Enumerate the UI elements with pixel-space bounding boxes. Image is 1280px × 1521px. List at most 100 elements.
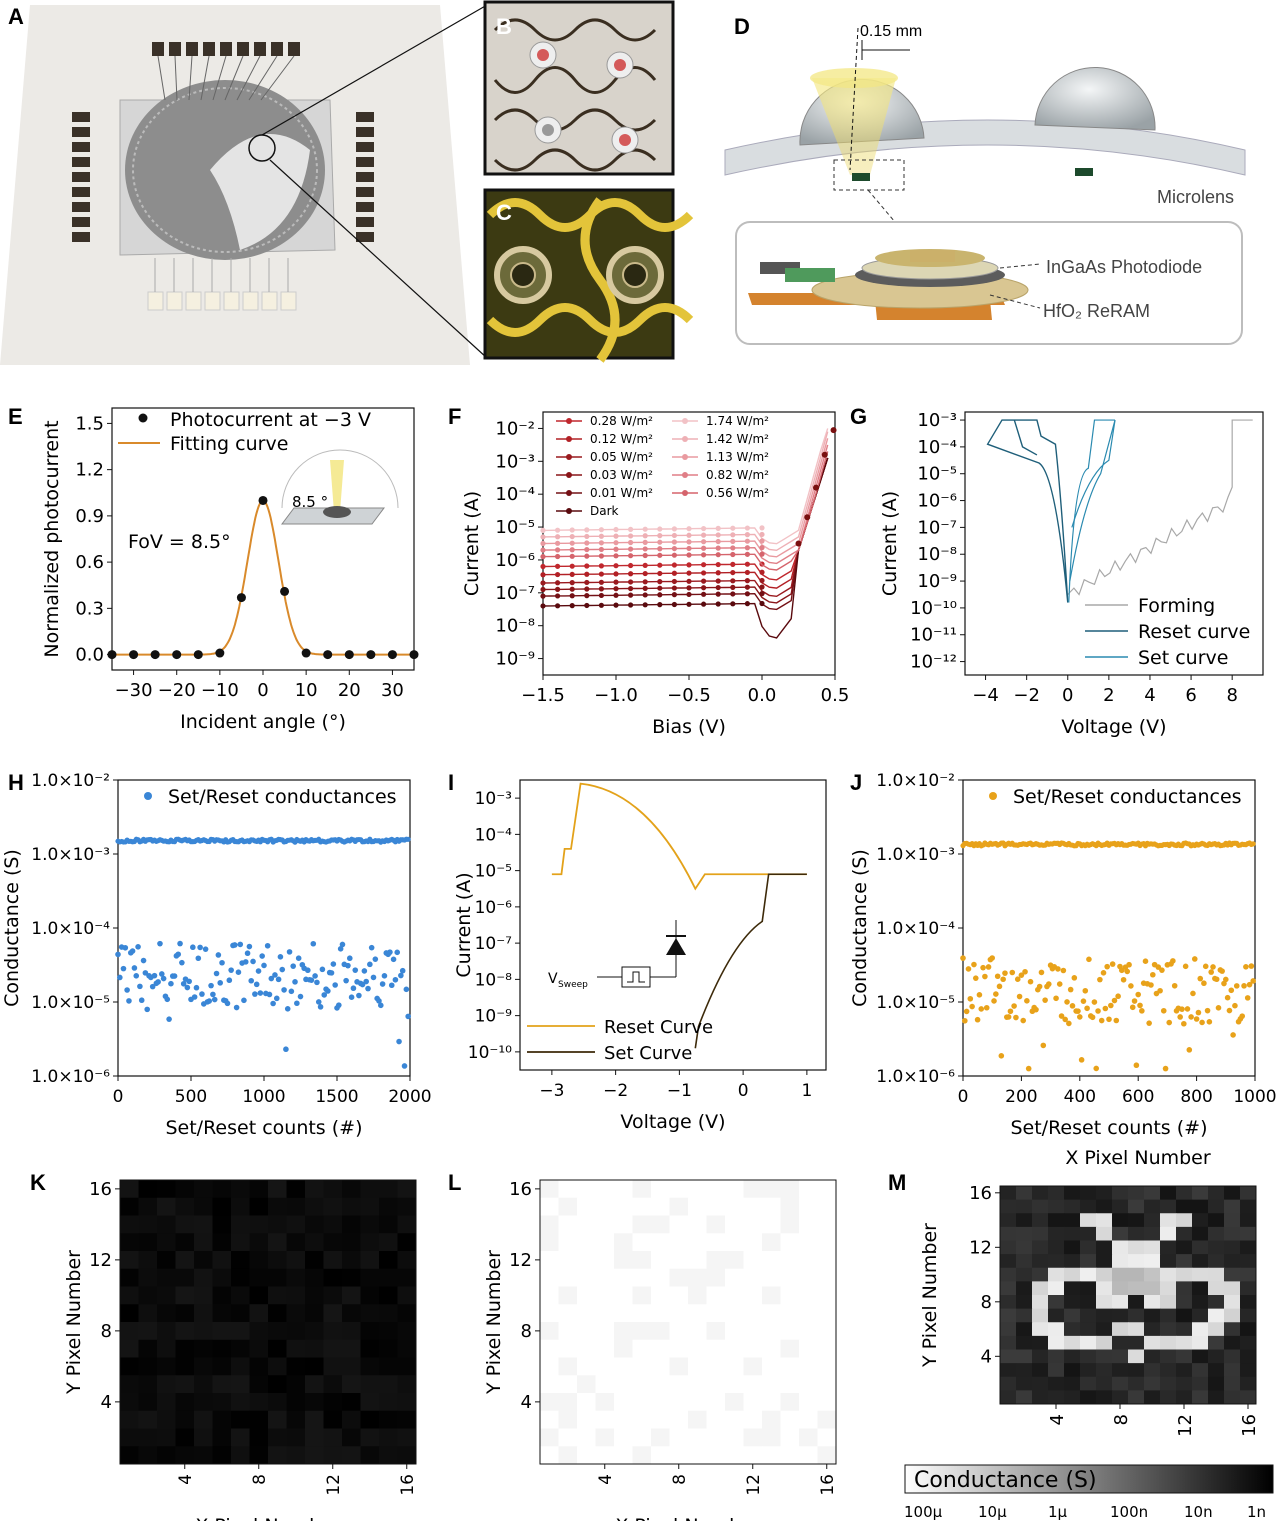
heatmap-cell (725, 1197, 744, 1216)
legend-label: 0.56 W/m² (706, 486, 769, 500)
heatmap-cell (799, 1446, 818, 1465)
low-state-point (1160, 1007, 1167, 1014)
y-tick-label: 10⁻⁶ (475, 898, 513, 918)
y-axis-label: Y Pixel Number (919, 1223, 941, 1368)
contact-pad (186, 42, 198, 56)
heatmap-cell (249, 1322, 269, 1341)
legend-label: 1.74 W/m² (706, 414, 769, 428)
heatmap-cell (540, 1180, 559, 1199)
iv-marker (701, 585, 707, 591)
x-axis-label: Voltage (V) (1061, 716, 1166, 738)
low-state-point (962, 1017, 968, 1024)
iv-marker (730, 525, 736, 531)
heatmap-cell (157, 1197, 176, 1216)
iv-marker (540, 572, 546, 578)
heatmap-cell (558, 1215, 578, 1234)
iv-marker (613, 540, 619, 546)
iv-marker (598, 527, 605, 533)
heatmap-cell (780, 1215, 800, 1234)
x-tick-label: 1500 (315, 1087, 358, 1107)
heatmap-cell (342, 1286, 361, 1305)
iv-marker (628, 585, 634, 592)
contact-pad (356, 187, 374, 197)
heatmap-cell (595, 1304, 615, 1323)
heatmap-cell (540, 1286, 559, 1305)
legend-marker (682, 418, 688, 424)
iv-marker (671, 592, 678, 598)
heatmap-cell (268, 1322, 287, 1341)
low-state-point (241, 997, 247, 1004)
heatmap-cell (1016, 1390, 1033, 1405)
x-tick-label: 20 (338, 680, 361, 701)
heatmap-cell (706, 1215, 726, 1234)
iv-marker (613, 533, 619, 539)
heatmap-cell (157, 1215, 176, 1234)
low-state-point (1011, 1003, 1017, 1009)
heatmap-cell (1096, 1254, 1113, 1269)
low-state-point (972, 975, 979, 981)
heatmap-cell (577, 1357, 596, 1376)
heatmap-cell (305, 1197, 324, 1216)
heatmap-cell (1224, 1335, 1241, 1350)
heatmap-cell (1096, 1363, 1113, 1378)
heatmap-cell (212, 1197, 232, 1216)
heatmap-cell (669, 1197, 689, 1216)
heatmap-cell (1112, 1295, 1129, 1310)
low-state-point (1202, 963, 1209, 970)
heatmap-cell (577, 1180, 596, 1199)
heatmap-cell (688, 1286, 707, 1305)
contact-pad (356, 217, 374, 227)
low-state-point (1098, 1017, 1105, 1024)
iv-marker (540, 563, 546, 570)
heatmap-cell (780, 1286, 800, 1305)
low-state-point (1093, 1065, 1100, 1072)
y-axis-label: Conductance (S) (1, 849, 23, 1007)
low-state-point (394, 949, 401, 956)
heatmap-cell (743, 1180, 763, 1199)
contact-pad (72, 217, 90, 227)
heatmap-cell (595, 1410, 615, 1429)
heatmap-cell (157, 1286, 176, 1305)
heatmap-cell (780, 1251, 800, 1270)
heatmap-cell (138, 1233, 158, 1252)
low-state-point (270, 1000, 276, 1007)
heatmap-cell (632, 1251, 652, 1270)
low-state-point (1108, 1002, 1114, 1009)
heatmap-cell (540, 1215, 559, 1234)
low-state-point (1188, 1014, 1194, 1020)
heatmap-cell (138, 1446, 158, 1465)
iv-marker (628, 546, 634, 552)
heatmap-cell (817, 1233, 837, 1252)
low-state-point (166, 1016, 172, 1022)
heatmap-cell (669, 1233, 689, 1252)
iv-marker (555, 547, 561, 553)
heatmap-cell (688, 1410, 707, 1429)
heatmap-cell (1080, 1390, 1097, 1405)
iv-marker (671, 526, 678, 532)
heatmap-cell (1240, 1349, 1257, 1364)
iv-marker (584, 527, 590, 533)
legend-marker (682, 472, 688, 478)
iv-marker (569, 553, 575, 559)
heatmap-cell (1032, 1186, 1049, 1201)
low-state-point (983, 1004, 990, 1011)
contact-pad (203, 42, 215, 56)
heatmap-cell (1064, 1240, 1081, 1255)
heatmap-cell (360, 1251, 380, 1270)
panel-label-m: M (888, 1170, 906, 1195)
iv-marker (569, 540, 575, 546)
legend-label: 0.01 W/m² (590, 486, 653, 500)
low-state-point (1166, 1019, 1173, 1026)
low-state-point (1186, 1047, 1193, 1053)
heatmap-cell (120, 1233, 139, 1252)
heatmap-cell (632, 1410, 652, 1429)
heatmap-cell (379, 1375, 398, 1394)
iv-marker (759, 525, 765, 531)
heatmap-cell (651, 1180, 670, 1199)
heatmap-cell (1192, 1335, 1209, 1350)
heatmap-cell (175, 1215, 195, 1234)
y-tick-label: 1.0×10⁻⁶ (876, 1067, 955, 1087)
heatmap-cell (305, 1322, 324, 1341)
iv-marker (598, 553, 605, 559)
iv-marker (686, 526, 692, 532)
